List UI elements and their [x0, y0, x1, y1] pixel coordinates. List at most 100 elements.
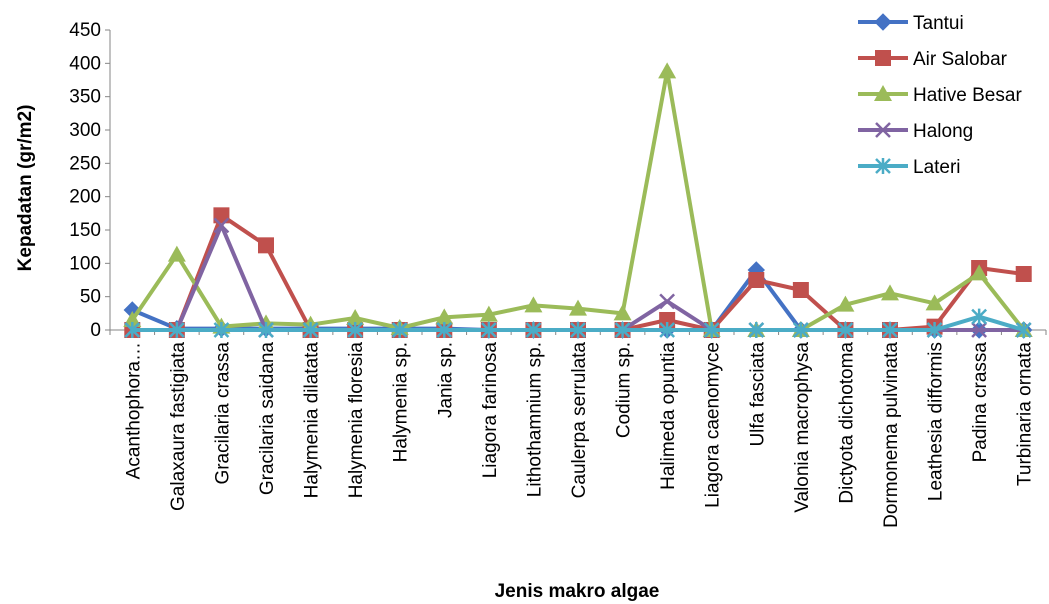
legend-item: Lateri [858, 157, 961, 178]
legend-item: Air Salobar [858, 49, 1008, 70]
y-tick-label: 450 [69, 20, 101, 41]
data-point [792, 322, 809, 338]
data-point [569, 299, 587, 316]
data-point [659, 293, 676, 310]
x-tick-label: Acanthophora… [123, 342, 144, 479]
y-tick-label: 250 [69, 153, 101, 174]
data-point [659, 312, 676, 328]
x-tick-label: Halymenia floresia [346, 342, 367, 499]
x-axis-ticks: Acanthophora… Galaxaura fastigiata Gracila… [109, 330, 1047, 528]
legend-marker [874, 13, 892, 31]
data-point [480, 322, 497, 338]
x-tick-label: Padina crassa [970, 342, 991, 463]
data-point [570, 322, 586, 338]
data-point [837, 322, 854, 338]
x-tick-label: Dormonema pulvinata [881, 342, 902, 528]
legend: Tantui Air Salobar Hative Besar Halong Later… [858, 13, 1022, 178]
x-tick-label: Gracilaria crassa [212, 342, 233, 485]
series-halong [124, 217, 1032, 338]
y-tick-label: 300 [69, 120, 101, 141]
x-tick-label: Ulfa fasciata [747, 342, 768, 447]
data-point [614, 322, 631, 338]
x-tick-label: Lithothamnium sp. [524, 342, 545, 497]
data-point [748, 322, 765, 338]
legend-marker [875, 50, 891, 66]
legend-item: Halong [858, 121, 973, 142]
y-tick-label: 0 [90, 320, 101, 341]
legend-item: Tantui [858, 13, 964, 34]
data-point [436, 322, 453, 338]
legend-marker [875, 158, 891, 174]
data-point [748, 272, 765, 288]
data-point [124, 322, 141, 338]
data-point [213, 217, 230, 234]
data-point [836, 295, 855, 312]
x-tick-label: Halymenia dilatata [302, 342, 323, 499]
y-tick-label: 100 [69, 253, 101, 274]
legend-label: Air Salobar [913, 49, 1008, 70]
data-point [479, 305, 498, 322]
y-tick-label: 200 [69, 187, 101, 208]
legend-marker [875, 122, 891, 138]
y-tick-label: 150 [69, 220, 101, 241]
data-point [167, 245, 186, 262]
x-tick-label: Halymenia sp. [391, 342, 412, 462]
legend-label: Tantui [913, 13, 964, 34]
y-tick-label: 350 [69, 87, 101, 108]
x-tick-label: Liagora farinosa [480, 342, 501, 479]
data-point [346, 309, 365, 325]
data-point [971, 308, 988, 325]
data-point [258, 237, 274, 254]
data-point [524, 296, 543, 313]
y-tick-label: 400 [69, 53, 101, 74]
x-tick-label: Caulerpa serrulata [569, 342, 590, 499]
x-tick-label: Turbinaria ornata [1015, 342, 1036, 486]
data-point [970, 264, 989, 281]
series-layer [123, 62, 1033, 339]
x-tick-label: Jania sp. [435, 342, 456, 418]
data-point [258, 322, 274, 338]
data-point [435, 308, 454, 325]
x-tick-label: Galaxaura fastigiata [168, 342, 189, 511]
x-tick-label: Liagora caenomyce [703, 342, 724, 508]
legend-label: Hative Besar [913, 85, 1022, 106]
data-point [213, 322, 230, 338]
x-tick-label: Leathesia difformis [926, 342, 947, 501]
data-point [168, 322, 185, 338]
data-point [347, 322, 364, 338]
x-axis-title: Jenis makro algae [495, 581, 660, 602]
series-hative-besar [123, 62, 1033, 337]
x-tick-label: Codium sp. [614, 342, 635, 438]
data-point [302, 322, 319, 338]
data-point [123, 311, 142, 327]
y-tick-label: 50 [80, 287, 101, 308]
data-point [925, 294, 944, 311]
data-point [1015, 322, 1032, 338]
legend-marker [874, 85, 892, 101]
data-point [881, 284, 899, 301]
data-point [703, 322, 720, 338]
y-axis-ticks: 0 50 100 150 200 250 300 350 400 450 [69, 20, 110, 341]
data-point [213, 207, 230, 224]
x-tick-label: Dictyota dichotoma [836, 342, 857, 504]
y-axis-title: Kepadatan (gr/m2) [15, 105, 36, 272]
legend-label: Halong [913, 121, 973, 142]
series-lateri [124, 308, 1032, 338]
data-point [525, 322, 542, 338]
data-point [971, 322, 988, 338]
data-point [658, 62, 677, 79]
x-tick-label: Halimeda opuntia [658, 342, 679, 490]
x-tick-label: Gracilaria saidana [257, 342, 278, 496]
x-tick-label: Valonia macrophysa [792, 342, 813, 513]
data-point [391, 322, 408, 338]
data-point [1015, 266, 1032, 282]
data-point [926, 322, 943, 338]
legend-label: Lateri [913, 157, 961, 178]
data-point [792, 282, 809, 298]
axes [109, 30, 1046, 331]
legend-item: Hative Besar [858, 85, 1022, 106]
data-point [659, 322, 676, 338]
data-point [882, 322, 898, 338]
data-point [613, 304, 632, 321]
